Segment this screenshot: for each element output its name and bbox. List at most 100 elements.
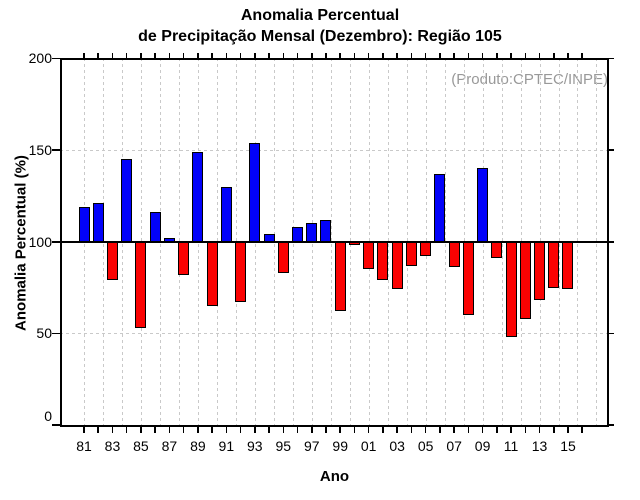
x-tick-top <box>239 53 242 59</box>
x-tick-top <box>581 53 583 59</box>
y-tick-label: 100 <box>28 233 52 250</box>
y-tick-right <box>609 241 614 243</box>
bar-1990 <box>206 241 218 306</box>
x-tick-bottom <box>496 427 498 433</box>
x-tick-bottom <box>282 427 285 433</box>
bar-2014 <box>548 241 560 288</box>
x-tick-label: 95 <box>275 438 292 454</box>
x-tick-top <box>182 53 185 59</box>
x-tick-bottom <box>325 427 327 433</box>
x-tick-top <box>510 53 512 59</box>
x-tick-bottom <box>567 427 569 433</box>
x-tick-top <box>382 53 384 59</box>
x-tick-bottom <box>239 427 242 433</box>
x-tick-top <box>168 53 171 59</box>
bar-1982 <box>92 203 104 242</box>
x-tick-top <box>367 53 370 59</box>
bar-1999 <box>334 241 346 312</box>
chart-title-line1: Anomalia Percentual <box>240 7 400 24</box>
x-tick-top <box>524 53 527 59</box>
x-tick-top <box>538 53 541 59</box>
x-tick-label: 85 <box>133 438 149 454</box>
x-tick-top <box>353 53 356 59</box>
product-annotation: (Produto:CPTEC/INPE) <box>451 71 608 88</box>
x-tick-bottom <box>254 427 256 433</box>
bar-1996 <box>292 227 304 242</box>
bar-2009 <box>477 168 489 242</box>
bar-1998 <box>320 219 332 242</box>
y-tick-left <box>52 149 60 151</box>
x-tick-label: 99 <box>332 438 348 454</box>
x-tick-bottom <box>268 427 270 433</box>
x-tick-top <box>325 53 327 59</box>
x-tick-bottom <box>197 427 199 433</box>
chart-title-line2: de Precipitação Mensal (Dezembro): Regiã… <box>138 28 502 45</box>
x-tick-label: 91 <box>218 438 235 454</box>
x-tick-bottom <box>581 427 583 433</box>
bar-1992 <box>235 241 247 303</box>
bar-1987 <box>163 238 175 242</box>
x-tick-bottom <box>553 427 555 433</box>
bar-1991 <box>220 186 232 242</box>
horizontal-gridline <box>60 333 609 335</box>
x-tick-bottom <box>439 427 441 433</box>
bar-2008 <box>462 241 474 316</box>
y-tick-right <box>609 424 614 426</box>
x-tick-top <box>125 53 128 59</box>
x-tick-top <box>439 53 441 59</box>
x-tick-label: 03 <box>389 438 405 454</box>
y-tick-label: 200 <box>28 50 52 67</box>
x-tick-label: 89 <box>190 438 206 454</box>
bar-1995 <box>277 241 289 273</box>
plot-frame <box>60 58 609 427</box>
x-tick-top <box>296 53 299 59</box>
y-tick-label: 150 <box>28 142 52 159</box>
bar-2004 <box>405 241 417 266</box>
x-tick-label: 15 <box>560 438 576 454</box>
bar-2006 <box>434 173 446 242</box>
x-tick-label: 87 <box>161 438 178 454</box>
y-tick-label: 0 <box>44 408 52 425</box>
x-tick-label: 81 <box>76 438 92 454</box>
bar-1986 <box>149 212 161 242</box>
bar-2002 <box>377 241 389 281</box>
baseline-100 <box>60 240 609 243</box>
x-tick-top <box>467 53 470 59</box>
horizontal-gridline <box>60 150 609 152</box>
bar-2000 <box>348 241 360 246</box>
y-tick-left <box>52 57 60 60</box>
x-tick-top <box>311 53 313 59</box>
x-tick-bottom <box>367 427 370 433</box>
x-tick-bottom <box>225 427 228 433</box>
x-tick-top <box>197 53 199 59</box>
bar-2001 <box>363 241 375 270</box>
x-tick-bottom <box>410 427 413 433</box>
y-tick-right <box>609 149 614 151</box>
y-tick-left <box>52 424 60 426</box>
x-tick-bottom <box>382 427 384 433</box>
x-tick-bottom <box>339 427 341 433</box>
x-tick-top <box>481 53 484 59</box>
x-tick-top <box>410 53 413 59</box>
bar-1985 <box>135 241 147 328</box>
x-tick-label: 93 <box>247 438 263 454</box>
x-tick-bottom <box>168 427 171 433</box>
x-tick-top <box>111 53 114 59</box>
x-tick-top <box>254 53 256 59</box>
bar-2005 <box>420 241 432 257</box>
x-tick-bottom <box>538 427 541 433</box>
x-tick-label: 97 <box>303 438 320 454</box>
bar-1981 <box>78 206 90 242</box>
x-tick-top <box>567 53 569 59</box>
x-tick-top <box>339 53 341 59</box>
bar-1984 <box>121 159 133 242</box>
x-tick-label: 11 <box>503 438 519 454</box>
x-tick-bottom <box>83 427 85 433</box>
x-tick-bottom <box>396 427 398 433</box>
x-tick-top <box>154 53 156 59</box>
x-tick-top <box>396 53 398 59</box>
bar-2011 <box>505 241 517 338</box>
x-tick-top <box>97 53 99 59</box>
x-tick-top <box>282 53 285 59</box>
bar-2007 <box>448 241 460 268</box>
